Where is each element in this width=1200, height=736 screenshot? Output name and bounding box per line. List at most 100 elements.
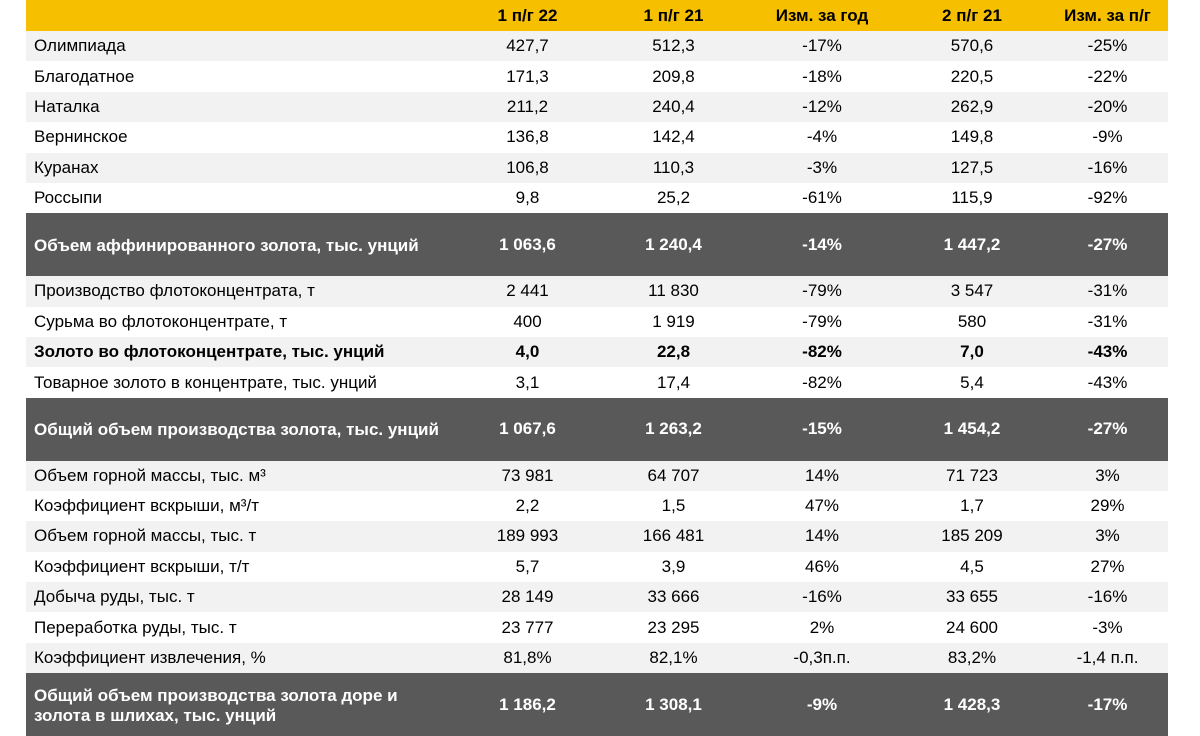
row-label: Общий объем производства золота доре и з… (26, 673, 455, 736)
value-1h21: 25,2 (600, 182, 747, 214)
value-1h21: 64 707 (600, 460, 747, 491)
row-label: Вернинское (26, 122, 455, 153)
value-2h21: 580 (897, 306, 1047, 337)
value-1h22: 427,7 (455, 31, 600, 62)
value-2h21: 1 428,3 (897, 673, 1047, 736)
header-cell-1h22: 1 п/г 22 (455, 0, 600, 31)
value-2h21: 115,9 (897, 182, 1047, 214)
change-yoy: -61% (747, 182, 897, 214)
value-1h21: 82,1% (600, 642, 747, 674)
change-hoh: -22% (1047, 61, 1168, 92)
value-1h21: 22,8 (600, 336, 747, 368)
table-row: Переработка руды, тыс. т 23 777 23 295 2% 24… (26, 612, 1168, 643)
table-row: Вернинское 136,8 142,4 -4% 149,8 -9% (26, 122, 1168, 153)
value-1h21: 17,4 (600, 367, 747, 398)
value-1h21: 1 308,1 (600, 673, 747, 736)
value-2h21: 570,6 (897, 31, 1047, 62)
change-hoh: -27% (1047, 397, 1168, 461)
value-1h22: 1 063,6 (455, 213, 600, 277)
row-label: Общий объем производства золота, тыс. ун… (26, 397, 455, 461)
change-hoh: -27% (1047, 213, 1168, 277)
change-yoy: -82% (747, 336, 897, 368)
change-yoy: 14% (747, 460, 897, 491)
change-hoh: -31% (1047, 276, 1168, 307)
table-body: Олимпиада 427,7 512,3 -17% 570,6 -25% Благодат… (26, 31, 1168, 736)
value-1h21: 142,4 (600, 122, 747, 153)
value-2h21: 4,5 (897, 551, 1047, 583)
table-row-total: Общий объем производства золота доре и з… (26, 673, 1168, 736)
change-yoy: -4% (747, 122, 897, 153)
value-1h21: 209,8 (600, 61, 747, 92)
value-2h21: 1 447,2 (897, 213, 1047, 277)
row-label: Объем аффинированного золота, тыс. унций (26, 213, 455, 277)
value-1h22: 171,3 (455, 61, 600, 92)
value-2h21: 1,7 (897, 490, 1047, 522)
change-yoy: -12% (747, 91, 897, 123)
change-hoh: -92% (1047, 182, 1168, 214)
row-label: Производство флотоконцентрата, т (26, 276, 455, 307)
value-2h21: 7,0 (897, 336, 1047, 368)
value-1h22: 2,2 (455, 490, 600, 522)
change-hoh: -25% (1047, 31, 1168, 62)
value-1h21: 166 481 (600, 521, 747, 552)
row-label: Коэффициент вскрыши, т/т (26, 551, 455, 583)
change-yoy: -0,3п.п. (747, 642, 897, 674)
change-hoh: 3% (1047, 521, 1168, 552)
change-hoh: -9% (1047, 122, 1168, 153)
change-yoy: 47% (747, 490, 897, 522)
table-row: Наталка 211,2 240,4 -12% 262,9 -20% (26, 91, 1168, 123)
table-row-total: Общий объем производства золота, тыс. ун… (26, 397, 1168, 461)
change-hoh: 27% (1047, 551, 1168, 583)
change-hoh: -20% (1047, 91, 1168, 123)
value-1h21: 1 240,4 (600, 213, 747, 277)
header-cell-2h21: 2 п/г 21 (897, 0, 1047, 31)
value-1h21: 512,3 (600, 31, 747, 62)
value-1h21: 110,3 (600, 152, 747, 183)
row-label: Объем горной массы, тыс. т (26, 521, 455, 552)
value-1h22: 81,8% (455, 642, 600, 674)
change-yoy: -82% (747, 367, 897, 398)
row-label: Товарное золото в концентрате, тыс. унци… (26, 367, 455, 398)
table-row: Олимпиада 427,7 512,3 -17% 570,6 -25% (26, 31, 1168, 62)
row-label: Коэффициент вскрыши, м³/т (26, 490, 455, 522)
change-hoh: -17% (1047, 673, 1168, 736)
value-1h22: 2 441 (455, 276, 600, 307)
value-2h21: 262,9 (897, 91, 1047, 123)
value-1h22: 211,2 (455, 91, 600, 123)
table-row: Объем горной массы, тыс. т 189 993 166 481… (26, 521, 1168, 552)
value-2h21: 5,4 (897, 367, 1047, 398)
header-cell-1h21: 1 п/г 21 (600, 0, 747, 31)
row-label: Куранах (26, 152, 455, 183)
value-1h22: 136,8 (455, 122, 600, 153)
row-label: Объем горной массы, тыс. м³ (26, 460, 455, 491)
change-yoy: -79% (747, 306, 897, 337)
value-1h21: 1 919 (600, 306, 747, 337)
table-row: Коэффициент вскрыши, т/т 5,7 3,9 46% 4,5 27% (26, 551, 1168, 583)
change-yoy: -79% (747, 276, 897, 307)
header-cell-yoy-change: Изм. за год (747, 0, 897, 31)
change-hoh: -3% (1047, 612, 1168, 643)
table-row: Благодатное 171,3 209,8 -18% 220,5 -22% (26, 61, 1168, 92)
table-row: Объем горной массы, тыс. м³ 73 981 64 707 1… (26, 460, 1168, 491)
value-1h21: 11 830 (600, 276, 747, 307)
value-1h22: 28 149 (455, 582, 600, 613)
row-label: Переработка руды, тыс. т (26, 612, 455, 643)
change-yoy: 2% (747, 612, 897, 643)
value-2h21: 220,5 (897, 61, 1047, 92)
value-1h21: 1 263,2 (600, 397, 747, 461)
value-1h21: 33 666 (600, 582, 747, 613)
change-hoh: 29% (1047, 490, 1168, 522)
change-hoh: -1,4 п.п. (1047, 642, 1168, 674)
value-2h21: 83,2% (897, 642, 1047, 674)
row-label: Добыча руды, тыс. т (26, 582, 455, 613)
row-label: Золото во флотоконцентрате, тыс. унций (26, 336, 455, 368)
change-hoh: -43% (1047, 367, 1168, 398)
table-row: Сурьма во флотоконцентрате, т 400 1 919 -79… (26, 306, 1168, 337)
change-yoy: 14% (747, 521, 897, 552)
change-yoy: -3% (747, 152, 897, 183)
value-1h21: 240,4 (600, 91, 747, 123)
value-1h22: 189 993 (455, 521, 600, 552)
table-row: Куранах 106,8 110,3 -3% 127,5 -16% (26, 152, 1168, 183)
